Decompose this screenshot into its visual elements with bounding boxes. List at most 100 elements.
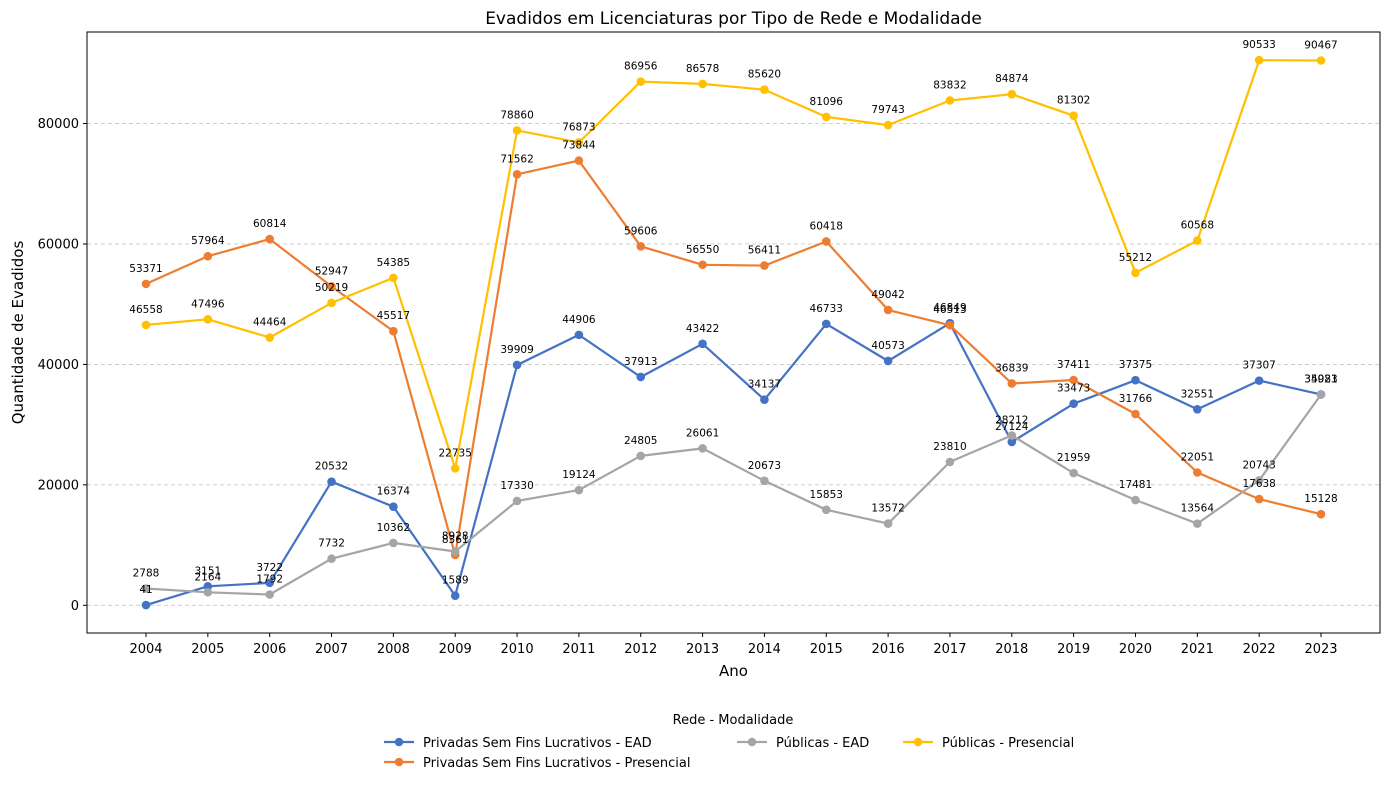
data-point	[883, 356, 893, 366]
y-tick-label: 0	[71, 599, 79, 614]
data-point	[574, 156, 584, 165]
y-axis-label: Quantidade de Evadidos	[9, 241, 27, 425]
data-label: 81096	[810, 96, 844, 108]
data-label: 27124	[995, 421, 1029, 433]
data-label: 49042	[871, 289, 904, 301]
data-point	[945, 96, 955, 105]
data-label: 41	[139, 584, 152, 596]
data-point	[1193, 519, 1202, 528]
data-point	[141, 320, 151, 330]
data-point	[698, 260, 707, 270]
data-point	[760, 476, 769, 486]
data-point	[265, 333, 274, 342]
data-point	[1069, 111, 1078, 120]
data-point	[141, 584, 151, 593]
data-label: 46733	[810, 303, 843, 315]
data-label: 46513	[933, 304, 966, 316]
x-tick-label: 2016	[872, 642, 905, 657]
data-point	[1254, 376, 1264, 385]
data-label: 1792	[256, 574, 283, 586]
legend-entry-label: Públicas - EAD	[776, 736, 869, 751]
data-label: 22051	[1181, 452, 1214, 464]
data-label: 86578	[686, 63, 719, 75]
data-label: 17330	[500, 480, 533, 492]
data-point	[389, 538, 398, 548]
data-point	[327, 554, 336, 564]
x-tick-label: 2022	[1243, 642, 1276, 657]
data-label: 47496	[191, 298, 225, 310]
legend: Rede - Modalidade Privadas Sem Fins Lucr…	[384, 713, 1074, 771]
y-tick-label: 80000	[38, 117, 79, 132]
x-tick-label: 2017	[933, 642, 966, 657]
data-point	[1007, 437, 1017, 447]
data-label: 37375	[1119, 359, 1152, 371]
data-point	[512, 126, 522, 135]
data-point	[1254, 476, 1264, 485]
data-point	[821, 237, 831, 246]
data-point	[698, 444, 707, 453]
data-label: 55212	[1119, 252, 1152, 264]
data-label: 2164	[194, 571, 221, 583]
data-point	[1007, 89, 1017, 99]
data-label: 57964	[191, 235, 225, 247]
x-tick-label: 2014	[748, 642, 781, 657]
data-point	[265, 590, 274, 599]
data-point	[203, 582, 213, 591]
data-point	[760, 85, 769, 94]
data-label: 22735	[439, 447, 472, 459]
data-label: 60568	[1181, 220, 1214, 232]
data-label: 40573	[871, 340, 904, 352]
data-point	[389, 502, 398, 511]
data-point	[327, 477, 336, 486]
data-label: 45517	[377, 310, 410, 322]
series-lines	[141, 55, 1326, 610]
data-label: 2788	[133, 568, 160, 580]
data-label: 1589	[442, 575, 469, 587]
data-label: 90467	[1304, 40, 1337, 52]
x-tick-label: 2011	[562, 642, 595, 657]
data-label: 60418	[810, 220, 843, 232]
data-label: 76873	[562, 121, 595, 133]
data-label: 52947	[315, 265, 348, 277]
data-point	[1007, 379, 1017, 388]
data-point	[574, 138, 584, 147]
data-label: 8928	[442, 531, 469, 543]
x-tick-label: 2009	[439, 642, 472, 657]
data-point	[1131, 409, 1140, 419]
data-point	[883, 519, 893, 528]
x-tick-label: 2012	[624, 642, 657, 657]
data-point	[265, 234, 274, 244]
data-label: 17638	[1242, 478, 1275, 490]
data-label: 20532	[315, 461, 348, 473]
data-label: 90533	[1242, 39, 1275, 51]
data-point	[636, 451, 646, 461]
data-point	[141, 279, 151, 289]
data-point	[389, 326, 398, 336]
data-label: 79743	[871, 104, 904, 116]
plot-area-frame	[86, 31, 1381, 634]
data-point	[1007, 431, 1017, 440]
x-tick-label: 2020	[1119, 642, 1152, 657]
x-tick-label: 2021	[1181, 642, 1214, 657]
data-point	[203, 314, 213, 324]
data-point	[512, 170, 522, 179]
data-point	[1069, 468, 1078, 478]
y-tick-label: 40000	[38, 358, 79, 373]
data-label: 13564	[1181, 503, 1215, 515]
data-label: 85620	[748, 69, 781, 81]
data-label: 23810	[933, 441, 966, 453]
data-point	[1193, 236, 1202, 245]
axis-ticks: 0 20000 40000 60000 80000 2004 2005 2006 2007 200…	[38, 117, 1338, 657]
data-point	[574, 485, 584, 495]
data-point	[698, 339, 707, 349]
data-label: 16374	[377, 486, 411, 498]
data-point	[636, 242, 646, 251]
data-point	[574, 330, 584, 340]
data-point	[821, 112, 831, 122]
legend-swatch-marker	[394, 737, 404, 747]
data-point	[203, 251, 213, 261]
data-label: 86956	[624, 61, 658, 73]
y-tick-label: 20000	[38, 478, 79, 493]
data-label: 39909	[500, 344, 533, 356]
